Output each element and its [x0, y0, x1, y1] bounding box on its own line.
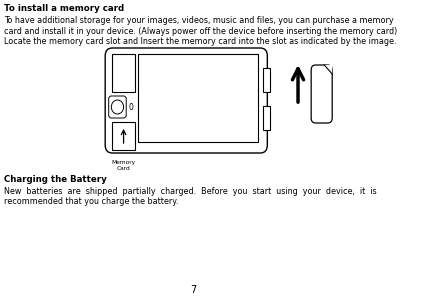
Text: Memory
Card: Memory Card — [111, 160, 136, 171]
Text: recommended that you charge the battery.: recommended that you charge the battery. — [4, 197, 179, 206]
Bar — [263, 68, 270, 92]
Bar — [112, 54, 135, 92]
Text: 0: 0 — [129, 103, 134, 112]
Text: To have additional storage for your images, videos, music and files, you can pur: To have additional storage for your imag… — [4, 16, 394, 25]
Bar — [263, 106, 270, 130]
Polygon shape — [324, 65, 332, 74]
FancyBboxPatch shape — [105, 48, 267, 153]
FancyBboxPatch shape — [311, 65, 332, 123]
Bar — [138, 54, 258, 142]
Text: card and install it in your device. (Always power off the device before insertin: card and install it in your device. (Alw… — [4, 26, 398, 35]
FancyBboxPatch shape — [109, 96, 126, 118]
Text: To install a memory card: To install a memory card — [4, 4, 125, 13]
Text: Locate the memory card slot and Insert the memory card into the slot as indicate: Locate the memory card slot and Insert t… — [4, 37, 397, 46]
Bar — [112, 122, 135, 150]
Text: 7: 7 — [191, 285, 197, 295]
Text: New  batteries  are  shipped  partially  charged.  Before  you  start  using  yo: New batteries are shipped partially char… — [4, 187, 377, 196]
Text: Charging the Battery: Charging the Battery — [4, 175, 107, 184]
